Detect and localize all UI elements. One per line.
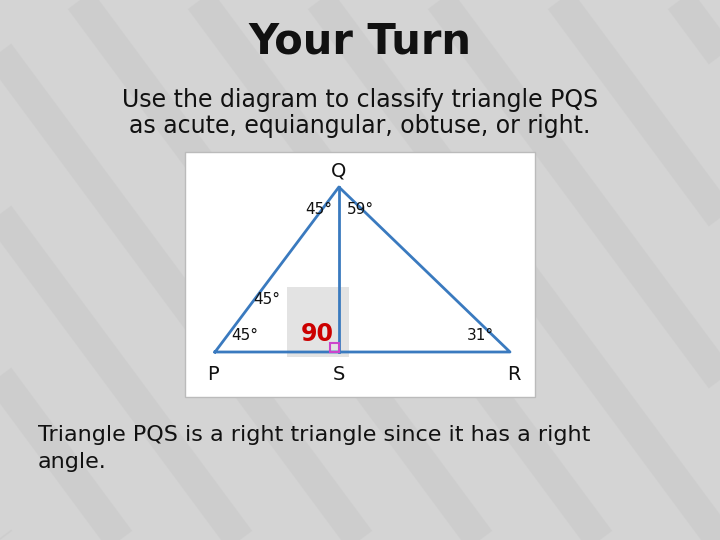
Text: Your Turn: Your Turn <box>248 21 472 63</box>
Text: Q: Q <box>331 161 346 180</box>
Text: 31°: 31° <box>467 328 494 343</box>
Text: 45°: 45° <box>232 328 258 343</box>
Text: S: S <box>333 364 345 383</box>
Text: 90: 90 <box>300 322 333 346</box>
Text: 59°: 59° <box>347 201 374 217</box>
Text: Triangle PQS is a right triangle since it has a right: Triangle PQS is a right triangle since i… <box>38 425 590 445</box>
Text: R: R <box>508 364 521 383</box>
Text: 45°: 45° <box>305 201 333 217</box>
Bar <box>330 343 339 352</box>
Text: as acute, equiangular, obtuse, or right.: as acute, equiangular, obtuse, or right. <box>130 114 590 138</box>
Text: angle.: angle. <box>38 452 107 472</box>
Text: P: P <box>207 364 219 383</box>
Text: 45°: 45° <box>253 292 280 307</box>
Bar <box>287 287 349 357</box>
Bar <box>185 152 535 397</box>
Text: Use the diagram to classify triangle PQS: Use the diagram to classify triangle PQS <box>122 88 598 112</box>
